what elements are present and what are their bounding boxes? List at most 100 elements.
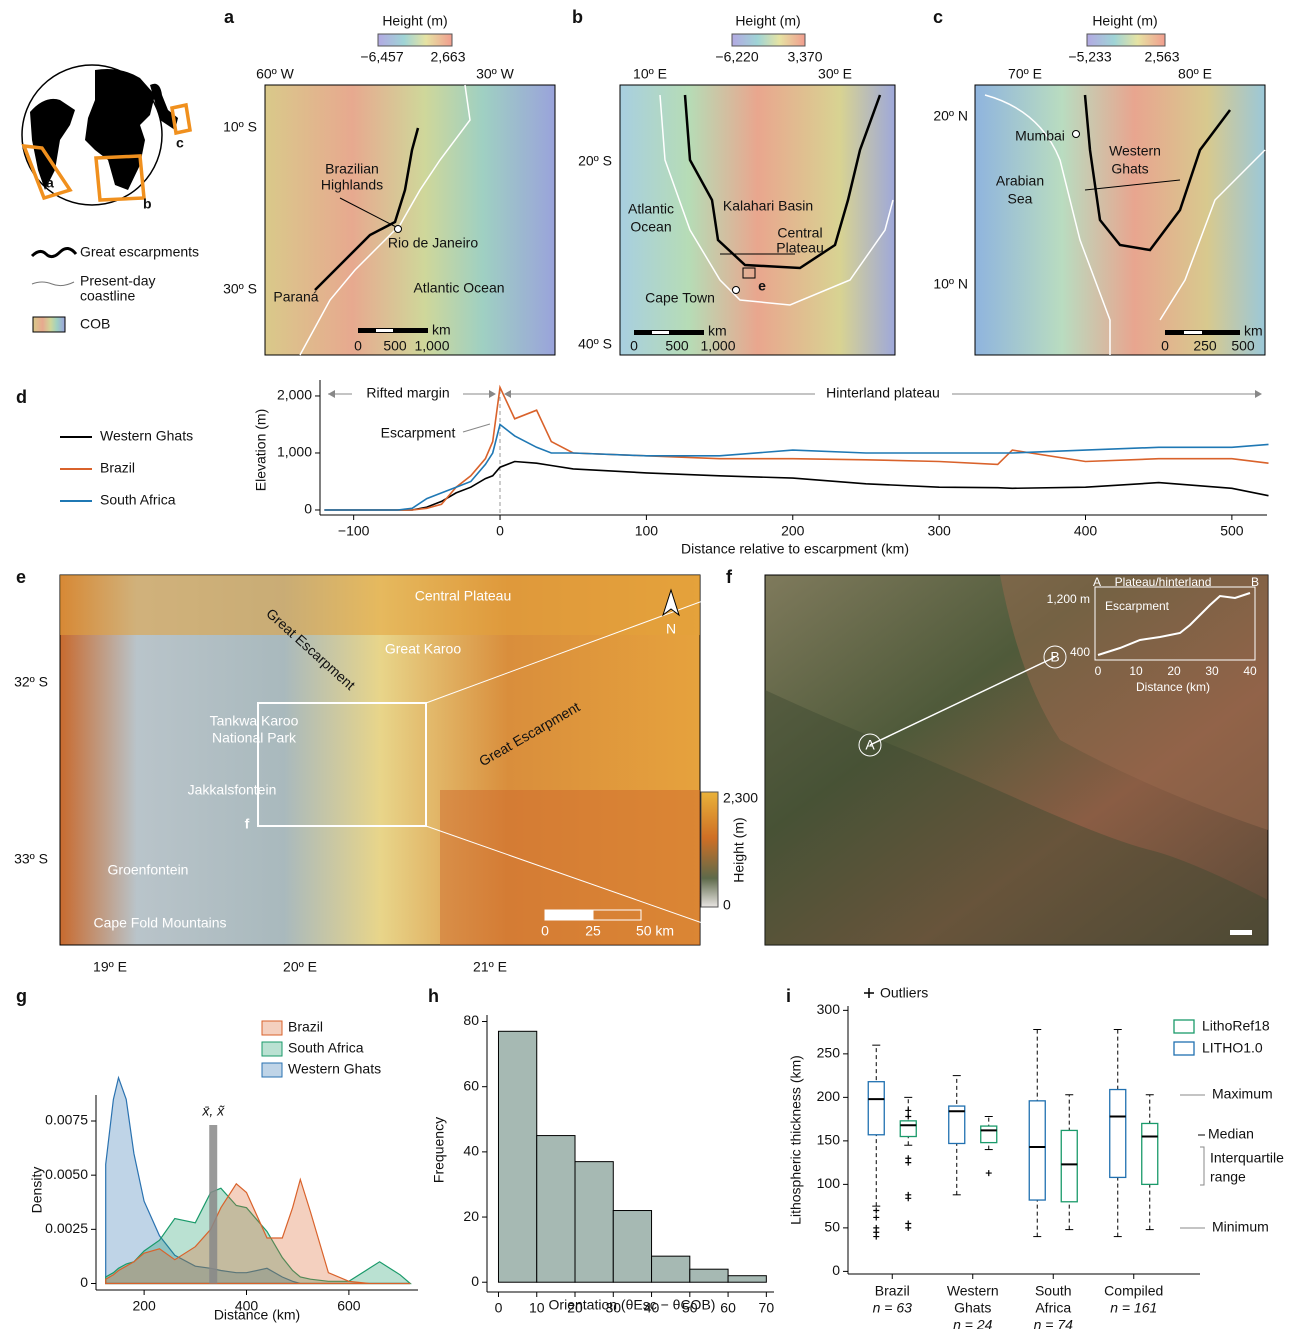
legend-label: Outliers (880, 985, 928, 1001)
scalebar-label: 25 (585, 923, 601, 939)
y-tick-label: 0 (304, 501, 312, 517)
x-tick-label: −100 (338, 523, 370, 539)
map-background (975, 85, 1265, 355)
point-label: B (1050, 649, 1059, 665)
y-tick-label: 0.0075 (45, 1112, 88, 1128)
lon-label: 30º E (818, 66, 852, 82)
city-marker (1073, 131, 1080, 138)
scalebar-label: 0 (630, 338, 638, 354)
terrain (60, 575, 700, 635)
inset-xlabel: Distance (km) (1136, 680, 1210, 694)
colorbar (1087, 34, 1165, 46)
panel-letter: e (16, 567, 26, 587)
panel-letter: i (786, 986, 791, 1006)
annotation: Escarpment (381, 425, 456, 441)
place-label: Cape Fold Mountains (93, 915, 226, 931)
colorbar-label: 2,300 (723, 790, 758, 806)
y-tick-label: 1,000 (277, 444, 312, 460)
scalebar-label: km (432, 322, 451, 338)
outlier (905, 1114, 911, 1120)
map-b: Height (m) −6,220 3,370 10º E 30º E 20º … (578, 13, 895, 355)
y-axis-label: Elevation (m) (253, 409, 269, 491)
lat-label: 20º N (933, 108, 968, 124)
place-label: Ghats (1111, 161, 1148, 177)
y-tick-label: 150 (817, 1132, 841, 1148)
scalebar (376, 329, 393, 332)
arrow-head (489, 390, 496, 398)
scalebar-label: 0 (354, 338, 362, 354)
y-tick-label: 60 (463, 1077, 479, 1093)
lon-label: 70º E (1008, 66, 1042, 82)
inset-tick: 40 (1243, 664, 1257, 678)
annotation: Hinterland plateau (826, 385, 940, 401)
histogram-bar (575, 1162, 613, 1283)
box (1142, 1123, 1158, 1184)
box (1061, 1130, 1077, 1201)
legend-label: Brazil (100, 460, 135, 476)
map-e: Central Plateau Great Karoo Great Escarp… (14, 575, 765, 975)
legend-label: Brazil (288, 1019, 323, 1035)
box (868, 1082, 884, 1135)
lat-label: 40º S (578, 336, 612, 352)
colorbar-label: −6,457 (360, 49, 403, 65)
arrow-head (1255, 390, 1262, 398)
place-label: National Park (212, 730, 297, 746)
city-marker (395, 226, 402, 233)
legend-label: South Africa (288, 1040, 364, 1056)
mean-label: x̄, x̃ (201, 1103, 225, 1119)
panel-letter: d (16, 387, 27, 407)
scalebar-label: 1,000 (414, 338, 449, 354)
line-series (324, 462, 1268, 511)
legend-label: COB (80, 316, 110, 332)
inset-tick: 1,200 m (1047, 592, 1090, 606)
place-label: Central Plateau (415, 588, 512, 604)
annotation: Minimum (1212, 1219, 1269, 1235)
outlier (905, 1195, 911, 1201)
scalebar-label: 500 (1231, 338, 1255, 354)
scalebar (1230, 930, 1252, 935)
scalebar-label: km (1244, 323, 1263, 339)
y-tick-label: 20 (463, 1208, 479, 1224)
x-tick-label: 100 (635, 523, 659, 539)
y-axis-label: Lithospheric thickness (km) (788, 1055, 804, 1225)
panel-letter: g (16, 986, 27, 1006)
globe-label: b (143, 196, 152, 212)
place-label: Brazilian (325, 161, 379, 177)
y-tick-label: 2,000 (277, 387, 312, 403)
histogram-bar (690, 1269, 728, 1282)
scalebar-label: 1,000 (700, 338, 735, 354)
x-tick-label: 400 (1074, 523, 1098, 539)
outlier (873, 1234, 879, 1240)
x-axis-label: Distance relative to escarpment (km) (681, 541, 909, 557)
panel-letter: a (224, 7, 235, 27)
n-label: n = 63 (873, 1300, 913, 1316)
place-label: Kalahari Basin (723, 198, 813, 214)
annotation: Rifted margin (366, 385, 449, 401)
scalebar (1184, 331, 1202, 334)
place-label: Western (1109, 143, 1161, 159)
scalebar (545, 910, 593, 920)
x-tick-label: 70 (759, 1300, 775, 1316)
n-label: n = 74 (1034, 1317, 1074, 1329)
scalebar (652, 331, 669, 334)
scalebar-label: 500 (665, 338, 689, 354)
lon-label: 30º W (476, 66, 515, 82)
place-label: Ocean (630, 219, 671, 235)
outlier (905, 1160, 911, 1166)
outlier (905, 1225, 911, 1231)
place-label: Cape Town (645, 290, 715, 306)
outlier-legend-symbol (864, 988, 874, 998)
figure: a b c d e f g h i a b c Great escarpment… (0, 0, 1293, 1329)
colorbar-title: Height (m) (1092, 13, 1157, 29)
y-axis-label: Density (29, 1167, 45, 1214)
x-tick-label: Africa (1035, 1300, 1071, 1316)
y-tick-label: 0 (80, 1274, 88, 1290)
box (900, 1121, 916, 1137)
y-tick-label: 40 (463, 1143, 479, 1159)
y-tick-label: 0.0050 (45, 1166, 88, 1182)
scalebar-label: km (708, 323, 727, 339)
lon-label: 10º E (633, 66, 667, 82)
colorbar-label: 2,663 (430, 49, 465, 65)
annotation: Interquartile (1210, 1150, 1284, 1166)
scalebar-label: 250 (1193, 338, 1217, 354)
